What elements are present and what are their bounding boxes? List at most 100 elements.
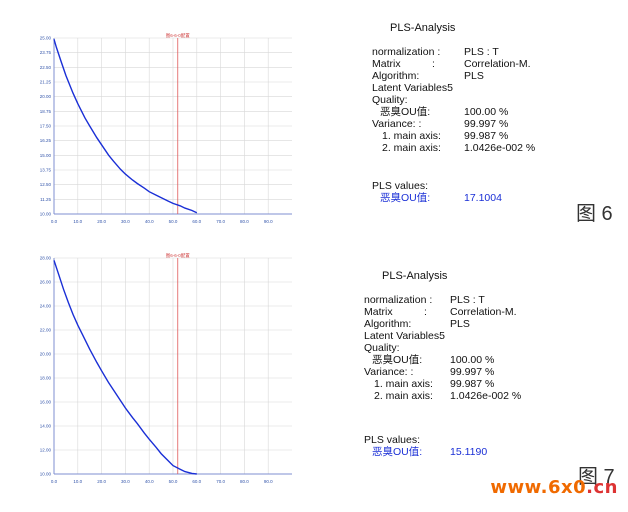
- latent-variables: Latent Variables5: [364, 330, 445, 342]
- algorithm-value: PLS: [450, 318, 470, 330]
- y-tick-label: 12.00: [40, 448, 52, 453]
- x-tick-label: 10.0: [73, 219, 82, 224]
- y-tick-label: 10.00: [40, 212, 52, 217]
- pls-panel-figure-7: PLS-Analysis normalization : PLS : T Matr…: [364, 270, 604, 458]
- y-tick-label: 16.00: [40, 400, 52, 405]
- y-tick-label: 20.00: [40, 352, 52, 357]
- x-tick-label: 90.0: [264, 219, 273, 224]
- pls-ou-label: 恶臭OU值:: [380, 192, 431, 204]
- x-tick-label: 60.0: [192, 479, 201, 484]
- ou-value: 100.00 %: [464, 106, 509, 118]
- y-tick-label: 15.00: [40, 153, 52, 158]
- x-tick-label: 30.0: [121, 219, 130, 224]
- normalization-label: normalization :: [364, 294, 433, 306]
- x-tick-label: 0.0: [51, 219, 58, 224]
- x-tick-label: 80.0: [240, 479, 249, 484]
- y-tick-label: 23.75: [40, 50, 52, 55]
- site-watermark: www.6x0.cn: [490, 477, 618, 498]
- y-tick-label: 22.50: [40, 65, 52, 70]
- pls-ou-label: 恶臭OU值:: [372, 446, 423, 458]
- main-axis-2-value: 1.0426e-002 %: [464, 142, 536, 154]
- main-axis-1-value: 99.987 %: [464, 130, 509, 142]
- y-tick-label: 18.00: [40, 376, 52, 381]
- main-axis-2-label: 2. main axis:: [374, 390, 433, 402]
- pls-values-label: PLS values:: [364, 434, 421, 446]
- x-tick-label: 40.0: [145, 479, 154, 484]
- chart-figure-6: 0.0 10.0 20.0 30.0 40.0 50.0 60.0 70.0 80.0 90.0 2…: [30, 30, 296, 226]
- algorithm-label: Algorithm:: [372, 70, 420, 82]
- watermark-prefix: www.: [490, 477, 548, 498]
- y-tick-label: 13.75: [40, 168, 52, 173]
- x-tick-label: 0.0: [51, 479, 58, 484]
- panel-title: PLS-Analysis: [390, 22, 456, 34]
- x-tick-label: 40.0: [145, 219, 154, 224]
- quality-label: Quality:: [364, 342, 400, 354]
- pls-ou-value: 17.1004: [464, 192, 502, 204]
- chart-figure-7-svg: 0.0 10.0 20.0 30.0 40.0 50.0 60.0 70.0 80.0 90.0 2…: [40, 253, 292, 484]
- normalization-label: normalization :: [372, 46, 441, 58]
- main-axis-2-value: 1.0426e-002 %: [450, 390, 522, 402]
- matrix-value: Correlation-M.: [464, 58, 531, 70]
- main-axis-1-value: 99.987 %: [450, 378, 495, 390]
- variance-label: Variance: :: [364, 366, 414, 378]
- series-line: [53, 260, 197, 475]
- watermark-suffix: .cn: [586, 477, 618, 498]
- matrix-colon: :: [424, 306, 427, 318]
- normalization-value: PLS : T: [464, 46, 499, 58]
- y-tick-label: 11.25: [40, 197, 51, 202]
- panel-title: PLS-Analysis: [382, 270, 448, 282]
- main-axis-1-label: 1. main axis:: [382, 130, 441, 142]
- main-axis-1-label: 1. main axis:: [374, 378, 433, 390]
- chart-figure-6-svg: 0.0 10.0 20.0 30.0 40.0 50.0 60.0 70.0 80.0 90.0 2…: [40, 33, 292, 224]
- x-tick-label: 20.0: [97, 219, 106, 224]
- quality-label: Quality:: [372, 94, 408, 106]
- normalization-value: PLS : T: [450, 294, 485, 306]
- y-tick-label: 18.75: [40, 109, 52, 114]
- y-tick-label: 24.00: [40, 304, 52, 309]
- y-tick-label: 26.00: [40, 280, 52, 285]
- x-tick-label: 50.0: [169, 479, 178, 484]
- algorithm-label: Algorithm:: [364, 318, 412, 330]
- matrix-colon: :: [432, 58, 435, 70]
- y-tick-label: 22.00: [40, 328, 52, 333]
- main-axis-2-label: 2. main axis:: [382, 142, 441, 154]
- ou-label: 恶臭OU值:: [372, 354, 423, 366]
- y-tick-label: 14.00: [40, 424, 52, 429]
- variance-value: 99.997 %: [464, 118, 509, 130]
- y-tick-label: 12.50: [40, 182, 52, 187]
- y-tick-label: 17.50: [40, 124, 52, 129]
- x-tick-label: 90.0: [264, 479, 273, 484]
- matrix-value: Correlation-M.: [450, 306, 517, 318]
- ou-value: 100.00 %: [450, 354, 495, 366]
- y-tick-label: 21.25: [40, 80, 52, 85]
- x-tick-label: 80.0: [240, 219, 249, 224]
- x-tick-label: 30.0: [121, 479, 130, 484]
- watermark-main: 6x0: [548, 477, 587, 498]
- figure-label-7: 图 7: [578, 466, 615, 488]
- matrix-label: Matrix: [364, 306, 393, 318]
- y-tick-label: 10.00: [40, 472, 52, 477]
- x-tick-label: 70.0: [216, 479, 225, 484]
- chart-figure-7: 0.0 10.0 20.0 30.0 40.0 50.0 60.0 70.0 80.0 90.0 2…: [30, 250, 296, 486]
- pls-panel-figure-6: PLS-Analysis normalization : PLS : T Matr…: [372, 22, 612, 204]
- series-line: [53, 39, 198, 214]
- x-tick-label: 60.0: [192, 219, 201, 224]
- chart-title: 图6-6-0配置: [166, 253, 191, 259]
- y-tick-label: 28.00: [40, 256, 52, 261]
- x-tick-label: 50.0: [169, 219, 178, 224]
- chart-title: 图6-6-0配置: [166, 33, 191, 39]
- x-tick-label: 20.0: [97, 479, 106, 484]
- variance-label: Variance: :: [372, 118, 422, 130]
- y-tick-label: 16.25: [40, 138, 52, 143]
- algorithm-value: PLS: [464, 70, 484, 82]
- figure-label-6: 图 6: [576, 203, 613, 225]
- x-tick-label: 10.0: [73, 479, 82, 484]
- matrix-label: Matrix: [372, 58, 401, 70]
- x-tick-label: 70.0: [216, 219, 225, 224]
- latent-variables: Latent Variables5: [372, 82, 453, 94]
- y-tick-label: 20.00: [40, 94, 52, 99]
- pls-values-label: PLS values:: [372, 180, 429, 192]
- pls-ou-value: 15.1190: [450, 446, 488, 458]
- variance-value: 99.997 %: [450, 366, 495, 378]
- y-tick-label: 25.00: [40, 36, 52, 41]
